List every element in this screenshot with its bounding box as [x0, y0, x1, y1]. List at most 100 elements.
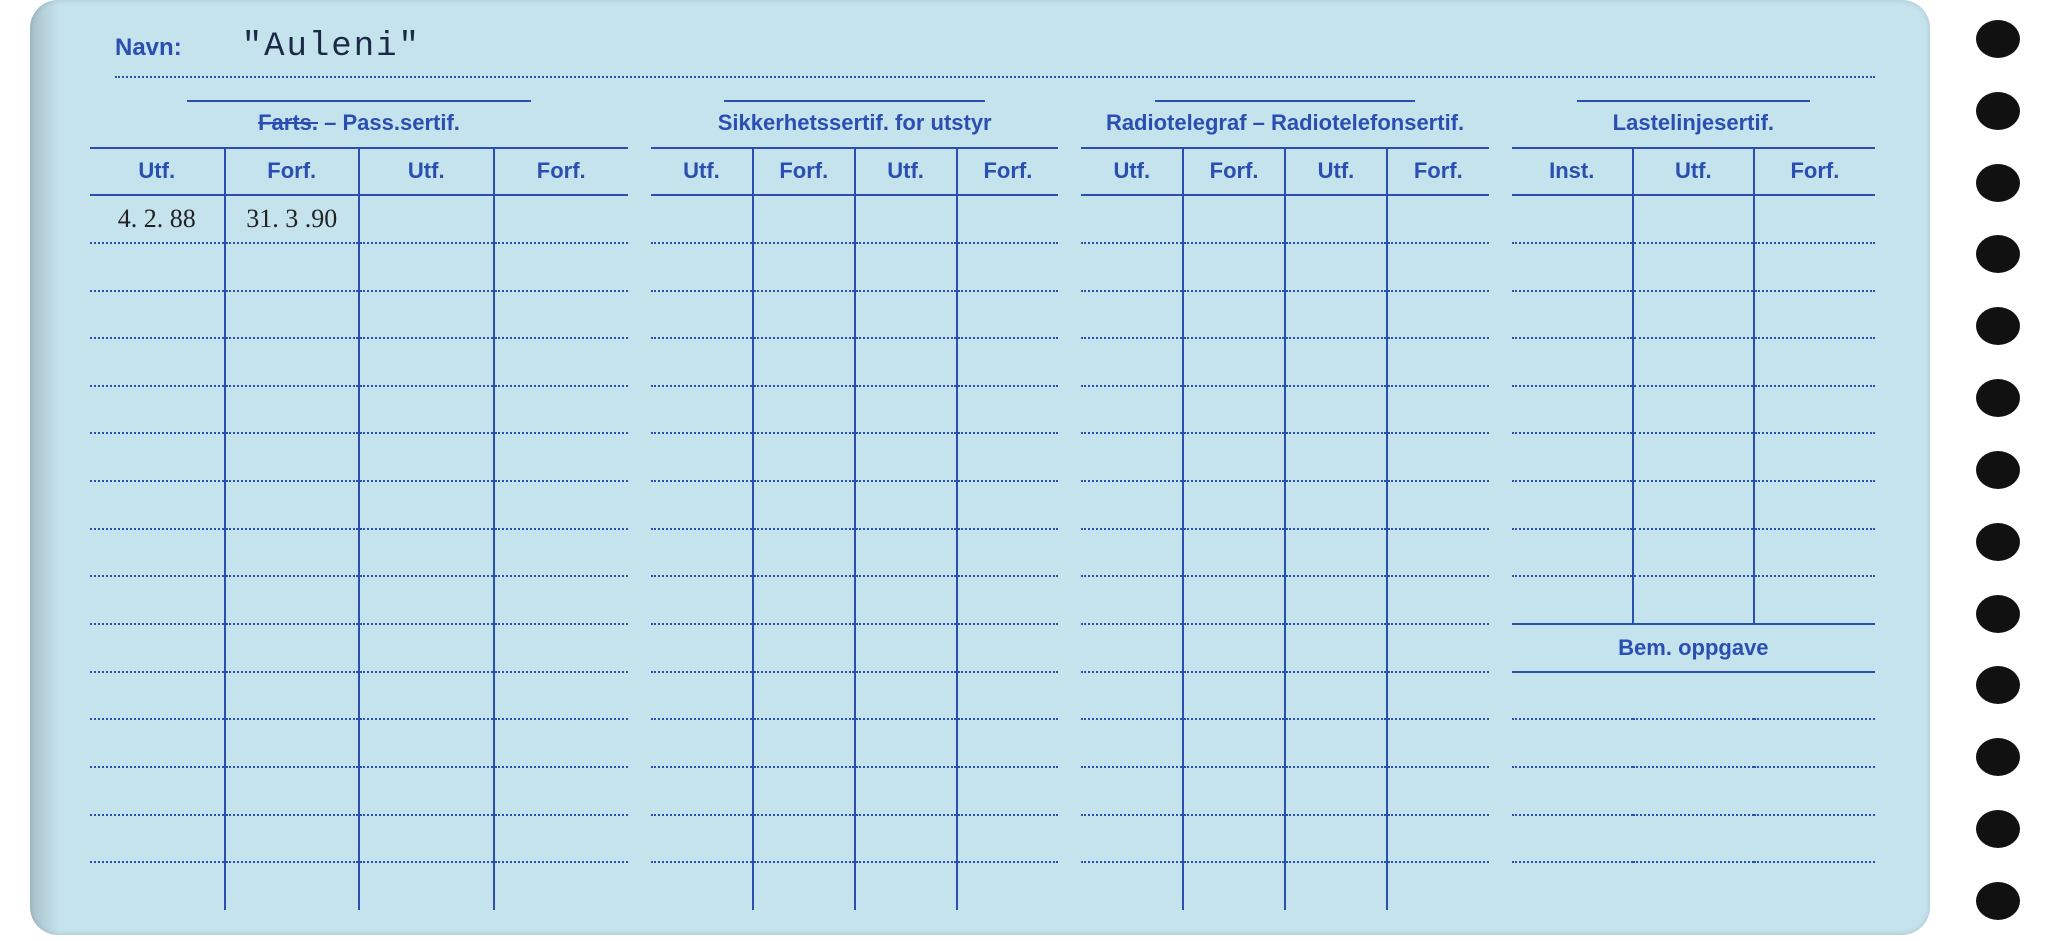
cell — [359, 243, 494, 291]
gap — [628, 624, 651, 672]
table-row — [90, 719, 1875, 767]
gap — [1058, 529, 1081, 577]
cell — [1387, 338, 1489, 386]
gap — [1489, 576, 1512, 624]
table-row — [90, 576, 1875, 624]
bem-oppgave-cell — [1512, 862, 1875, 910]
cell — [90, 481, 225, 529]
gap — [1058, 624, 1081, 672]
cell — [1285, 719, 1387, 767]
cell — [651, 433, 753, 481]
hole — [1976, 666, 2020, 704]
cell — [1387, 529, 1489, 577]
cell — [1183, 624, 1285, 672]
gap — [1489, 195, 1512, 243]
cell — [855, 815, 957, 863]
sub-g4-2: Forf. — [1754, 148, 1875, 196]
cell — [1633, 576, 1754, 624]
gap — [1058, 338, 1081, 386]
gap — [1058, 719, 1081, 767]
cell — [957, 815, 1059, 863]
sub-g1-2: Utf. — [359, 148, 494, 196]
cell — [651, 672, 753, 720]
cell — [1081, 672, 1183, 720]
cell — [1387, 672, 1489, 720]
cell — [225, 815, 360, 863]
cell — [90, 576, 225, 624]
sub-g3-0: Utf. — [1081, 148, 1183, 196]
cell — [1754, 481, 1875, 529]
cell — [855, 529, 957, 577]
cell — [855, 719, 957, 767]
cell — [359, 815, 494, 863]
cell — [957, 243, 1059, 291]
gap — [1489, 433, 1512, 481]
cell — [957, 767, 1059, 815]
cell — [651, 481, 753, 529]
cell — [753, 624, 855, 672]
cell — [753, 291, 855, 339]
gap — [628, 433, 651, 481]
cell — [753, 815, 855, 863]
gap — [1489, 243, 1512, 291]
table-row — [90, 386, 1875, 434]
cell — [753, 862, 855, 910]
cell — [225, 719, 360, 767]
cell — [359, 195, 494, 243]
cell — [957, 862, 1059, 910]
cell — [1183, 815, 1285, 863]
cell — [1183, 195, 1285, 243]
index-card: Navn: "Auleni" Farts. – Pass.sertif. — [30, 0, 1930, 935]
cell — [753, 433, 855, 481]
cell — [225, 338, 360, 386]
cell — [753, 767, 855, 815]
hole — [1976, 92, 2020, 130]
gap — [1489, 100, 1512, 148]
cell — [1512, 481, 1633, 529]
cell — [651, 386, 753, 434]
table-row — [90, 481, 1875, 529]
cell — [753, 529, 855, 577]
cell — [90, 767, 225, 815]
cell — [651, 243, 753, 291]
cell — [1633, 243, 1754, 291]
cell — [225, 624, 360, 672]
gap — [1058, 815, 1081, 863]
gap — [1489, 767, 1512, 815]
cell — [1512, 386, 1633, 434]
hole — [1976, 523, 2020, 561]
cell — [1285, 862, 1387, 910]
group-3-header: Radiotelegraf – Radiotelefonsertif. — [1081, 100, 1488, 148]
cell — [1183, 481, 1285, 529]
table-row — [90, 767, 1875, 815]
cell — [359, 767, 494, 815]
cell — [359, 672, 494, 720]
cell — [1285, 767, 1387, 815]
hole — [1976, 307, 2020, 345]
cell — [651, 624, 753, 672]
group-1-rest: – Pass.sertif. — [318, 110, 460, 135]
cell — [753, 243, 855, 291]
sub-g3-2: Utf. — [1285, 148, 1387, 196]
name-row: Navn: "Auleni" — [115, 28, 1875, 78]
gap — [628, 815, 651, 863]
cell — [1387, 291, 1489, 339]
cell — [225, 433, 360, 481]
cell — [225, 291, 360, 339]
cell — [1183, 672, 1285, 720]
cell — [1754, 386, 1875, 434]
sub-g2-1: Forf. — [753, 148, 855, 196]
cell — [494, 529, 629, 577]
cell — [494, 338, 629, 386]
cell — [1633, 386, 1754, 434]
table-row — [90, 815, 1875, 863]
cell — [90, 862, 225, 910]
cell — [1387, 719, 1489, 767]
cell — [225, 767, 360, 815]
gap — [628, 386, 651, 434]
cell — [1285, 576, 1387, 624]
name-value: "Auleni" — [202, 28, 421, 66]
table-row — [90, 529, 1875, 577]
certificate-table: Farts. – Pass.sertif. Sikkerhetssertif. … — [90, 100, 1875, 910]
cell — [1512, 433, 1633, 481]
